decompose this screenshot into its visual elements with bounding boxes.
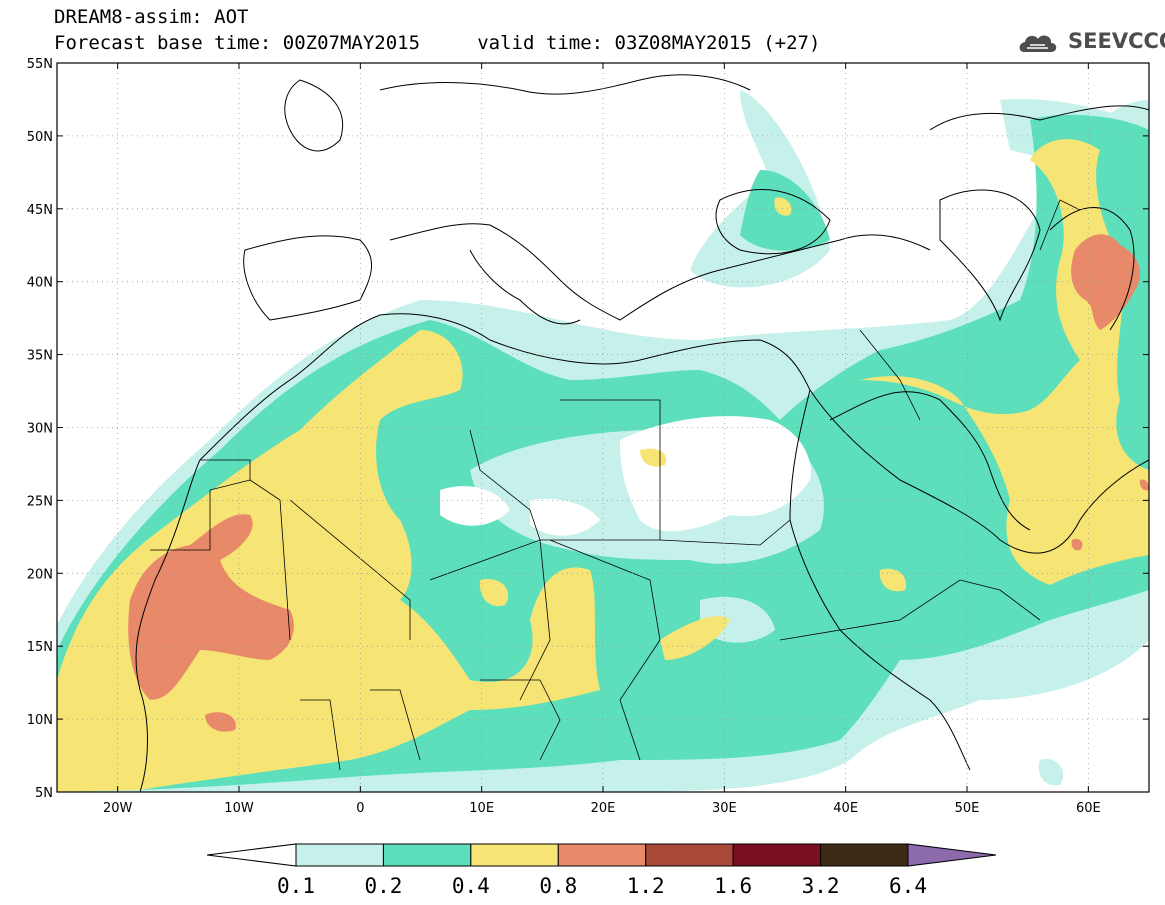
colorbar-segment: [820, 843, 909, 867]
latitude-axis: 5N 10N 15N 20N 25N 30N 35N 40N 45N 50N 55N: [27, 57, 1149, 801]
lat-tick-label: 40N: [27, 276, 53, 291]
colorbar-label: 0.4: [452, 874, 490, 898]
cloud-logo-icon: [1019, 35, 1057, 52]
lat-tick-label: 35N: [27, 349, 53, 364]
colorbar-label: 0.2: [364, 874, 402, 898]
lon-tick-label: 50E: [955, 801, 980, 816]
lat-tick-label: 20N: [27, 567, 53, 582]
longitude-axis: 20W 10W 0 10E 20E 30E 40E 50E 60E: [103, 63, 1101, 816]
forecast-time-subtitle: Forecast base time: 00Z07MAY2015 valid t…: [54, 32, 821, 54]
colorbar-segment: [470, 843, 559, 867]
colorbar-label: 0.1: [277, 874, 315, 898]
colorbar-segment: [732, 843, 822, 867]
lat-tick-label: 30N: [27, 422, 53, 437]
lat-tick-label: 50N: [27, 130, 53, 145]
coastlines: [135, 74, 1149, 792]
lon-tick-label: 60E: [1076, 801, 1101, 816]
lon-tick-label: 20E: [591, 801, 616, 816]
lon-tick-label: 0: [356, 801, 364, 816]
colorbar-segment: [645, 843, 734, 867]
colorbar-label: 1.2: [627, 874, 665, 898]
lon-tick-label: 20W: [103, 801, 133, 816]
colorbar-label: 1.6: [714, 874, 752, 898]
lon-tick-label: 10W: [224, 801, 254, 816]
colorbar-arrow-low: [206, 843, 297, 867]
colorbar-arrow-high: [907, 843, 997, 867]
map-gridlines: [57, 63, 1149, 792]
colorbar-segment: [382, 843, 472, 867]
colorbar-segment: [295, 843, 384, 867]
lat-tick-label: 15N: [27, 640, 53, 655]
colorbar-label: 6.4: [889, 874, 927, 898]
lat-tick-label: 5N: [35, 786, 53, 801]
lat-tick-label: 55N: [27, 57, 53, 72]
colorbar-label: 3.2: [802, 874, 840, 898]
lon-tick-label: 30E: [712, 801, 737, 816]
lon-tick-label: 10E: [469, 801, 494, 816]
country-borders: [150, 199, 1081, 771]
lat-tick-label: 45N: [27, 203, 53, 218]
lat-tick-label: 10N: [27, 713, 53, 728]
colorbar-segment: [557, 843, 647, 867]
colorbar: 0.1 0.2 0.4 0.8 1.2 1.6 3.2 6.4: [206, 843, 997, 898]
map-title: DREAM8-assim: AOT: [54, 6, 249, 28]
lat-tick-label: 25N: [27, 494, 53, 509]
logo-text: SEEVCCC: [1068, 29, 1165, 53]
colorbar-label: 0.8: [539, 874, 577, 898]
lon-tick-label: 40E: [833, 801, 858, 816]
